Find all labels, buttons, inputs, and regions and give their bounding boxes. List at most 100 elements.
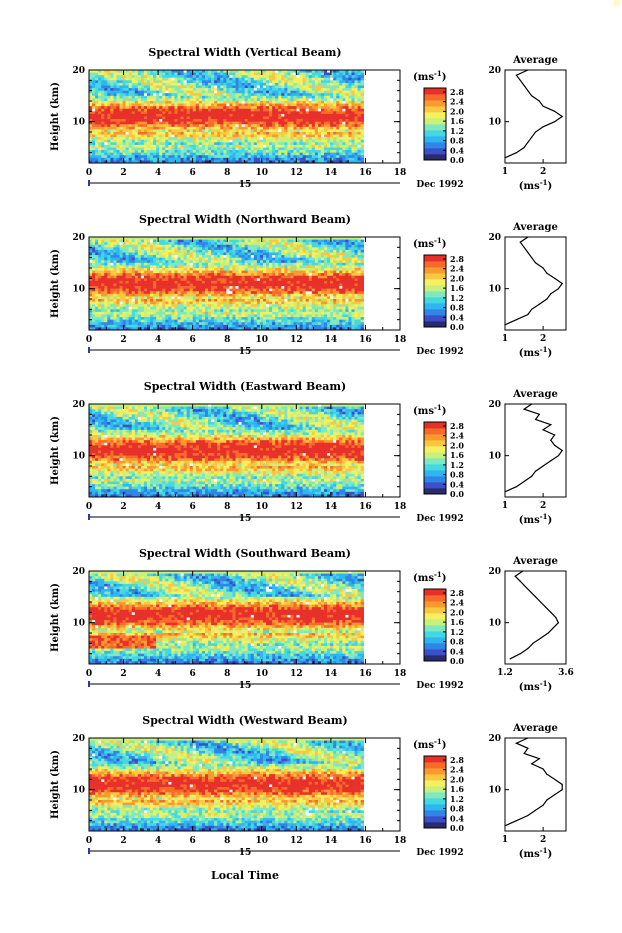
heatmap-cell [147, 83, 150, 86]
heatmap-cell [342, 119, 345, 122]
heatmap-cell [110, 142, 113, 145]
heatmap-cell [132, 117, 135, 120]
heatmap-cell [107, 101, 110, 104]
heatmap-cell [144, 273, 147, 276]
heatmap-cell [214, 104, 217, 107]
heatmap-cell [345, 83, 348, 86]
heatmap-cell [300, 273, 303, 276]
heatmap-cell [281, 83, 284, 86]
heatmap-cell [181, 263, 184, 266]
heatmap-cell [297, 263, 300, 266]
heatmap-cell [138, 132, 141, 135]
heatmap-cell [242, 273, 245, 276]
heatmap-cell [129, 281, 132, 284]
heatmap-cell [312, 86, 315, 89]
heatmap-cell [150, 148, 153, 151]
heatmap-cell [138, 83, 141, 86]
heatmap-cell [254, 75, 257, 78]
heatmap-cell [214, 245, 217, 248]
heatmap-cell [300, 75, 303, 78]
heatmap-cell [120, 88, 123, 91]
heatmap-cell [132, 263, 135, 266]
heatmap-cell [202, 111, 205, 114]
heatmap-cell [199, 135, 202, 138]
heatmap-cell [220, 124, 223, 127]
heatmap-cell [303, 86, 306, 89]
heatmap-cell [303, 91, 306, 94]
heatmap-cell [312, 153, 315, 156]
heatmap-cell [330, 278, 333, 281]
heatmap-cell [284, 83, 287, 86]
heatmap-cell [190, 150, 193, 153]
heatmap-cell [120, 137, 123, 140]
heatmap-cell [290, 240, 293, 243]
heatmap-cell [98, 153, 101, 156]
heatmap-cell [269, 148, 272, 151]
heatmap-cell [217, 281, 220, 284]
heatmap-cell [171, 271, 174, 274]
heatmap-cell [132, 265, 135, 268]
heatmap-cell [174, 104, 177, 107]
heatmap-cell [205, 265, 208, 268]
corner-mark [614, 0, 620, 6]
heatmap-cell [324, 96, 327, 99]
heatmap-cell [287, 140, 290, 143]
heatmap-cell [257, 242, 260, 245]
heatmap-cell [107, 263, 110, 266]
heatmap-cell [257, 155, 260, 158]
heatmap-cell [257, 273, 260, 276]
heatmap-cell [181, 258, 184, 261]
heatmap-cell [205, 153, 208, 156]
heatmap-cell [208, 75, 211, 78]
heatmap-cell [330, 114, 333, 117]
heatmap-cell [281, 135, 284, 138]
heatmap-cell [306, 83, 309, 86]
heatmap-cell [187, 150, 190, 153]
heatmap-cell [306, 245, 309, 248]
heatmap-cell [275, 242, 278, 245]
heatmap-cell [327, 124, 330, 127]
heatmap-cell [129, 258, 132, 261]
heatmap-cell [144, 268, 147, 271]
heatmap-cell [181, 132, 184, 135]
heatmap-cell [181, 96, 184, 99]
heatmap-cell [251, 145, 254, 148]
heatmap-cell [254, 145, 257, 148]
heatmap-cell [95, 265, 98, 268]
heatmap-cell [174, 93, 177, 96]
heatmap-cell [248, 253, 251, 256]
heatmap-cell [214, 153, 217, 156]
heatmap-cell [208, 155, 211, 158]
heatmap-cell [309, 247, 312, 250]
heatmap-cell [101, 83, 104, 86]
heatmap-cell [303, 93, 306, 96]
heatmap-cell [287, 250, 290, 253]
heatmap-cell [269, 245, 272, 248]
heatmap-cell [287, 137, 290, 140]
heatmap-cell [214, 135, 217, 138]
heatmap-cell [239, 98, 242, 101]
heatmap-cell [116, 86, 119, 89]
heatmap-cell [239, 153, 242, 156]
heatmap-cell [208, 276, 211, 279]
heatmap-cell [95, 91, 98, 94]
heatmap-cell [275, 91, 278, 94]
heatmap-cell [162, 106, 165, 109]
heatmap-cell [297, 158, 300, 161]
heatmap-cell [309, 265, 312, 268]
heatmap-cell [223, 276, 226, 279]
heatmap-cell [168, 86, 171, 89]
heatmap-cell [205, 271, 208, 274]
heatmap-cell [104, 271, 107, 274]
heatmap-cell [245, 276, 248, 279]
heatmap-cell [342, 117, 345, 120]
heatmap-cell [287, 142, 290, 145]
heatmap-cell [120, 132, 123, 135]
heatmap-cell [116, 135, 119, 138]
heatmap-cell [306, 240, 309, 243]
heatmap-cell [101, 122, 104, 125]
heatmap-cell [336, 73, 339, 76]
heatmap-cell [242, 73, 245, 76]
heatmap-cell [254, 258, 257, 261]
heatmap-cell [184, 273, 187, 276]
